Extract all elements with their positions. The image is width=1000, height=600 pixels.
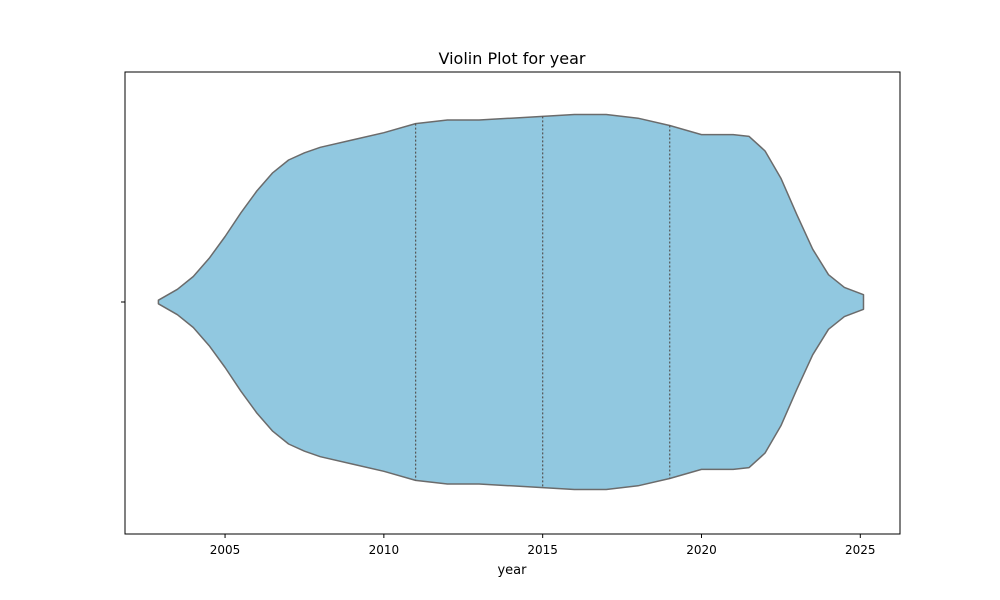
x-tick-label: 2015 (527, 543, 558, 557)
x-tick-label: 2025 (845, 543, 876, 557)
plot-frame (124, 71, 901, 535)
chart-title: Violin Plot for year (439, 49, 586, 68)
x-axis-ticks: 2005 2010 2015 2020 2025 (210, 534, 876, 557)
x-tick-label: 2005 (210, 543, 241, 557)
x-tick-label: 2020 (686, 543, 717, 557)
violin-group (157, 113, 865, 491)
violin-body (157, 113, 865, 491)
quartile-lines (415, 116, 671, 488)
x-axis-label: year (497, 563, 527, 578)
x-tick-label: 2010 (369, 543, 400, 557)
